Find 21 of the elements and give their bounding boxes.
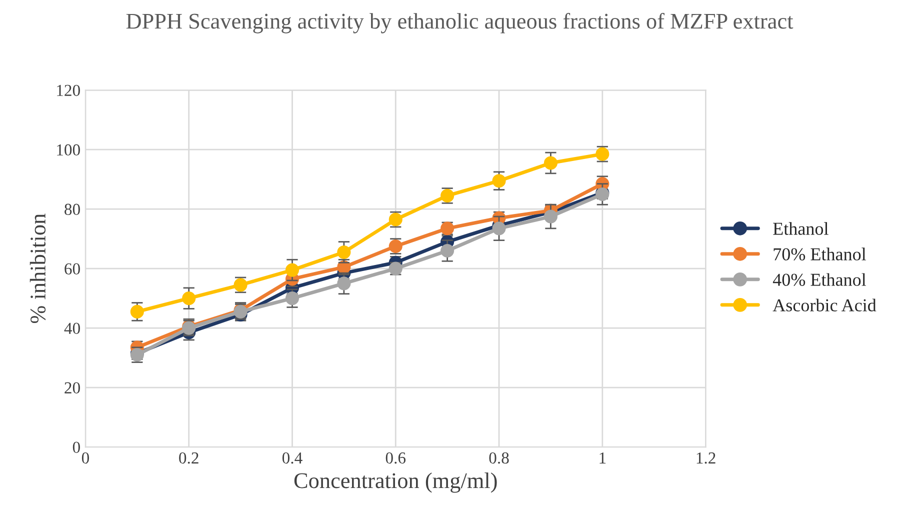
legend-label: Ethanol	[773, 222, 828, 235]
legend-label: Ascorbic Acid	[772, 298, 876, 312]
y-tick-label: 40	[64, 322, 80, 334]
y-tick-label: 100	[57, 144, 80, 156]
x-tick-label: 1	[600, 452, 606, 464]
x-tick-label: 0.8	[489, 452, 509, 464]
chart-title: DPPH Scavenging activity by ethanolic aqueous fractions of MZFP extract	[126, 12, 794, 34]
legend-label: 40% Ethanol	[772, 273, 866, 286]
x-tick-label: 1.2	[696, 452, 716, 464]
x-tick-label: 0.4	[282, 452, 302, 464]
x-tick-label: 0.6	[386, 452, 406, 464]
y-tick-label: 20	[64, 382, 80, 394]
legend-label: 70% Ethanol	[774, 248, 866, 260]
x-axis-title: Concentration (mg/ml)	[294, 472, 497, 493]
y-tick-label: 60	[64, 263, 80, 275]
y-tick-label: 0	[72, 442, 80, 453]
y-axis-title: % inhibition	[30, 214, 46, 324]
x-tick-label: 0.2	[179, 452, 198, 464]
y-tick-label: 120	[57, 84, 80, 96]
y-tick-label: 80	[64, 204, 80, 216]
x-tick-label: 0	[82, 452, 89, 464]
